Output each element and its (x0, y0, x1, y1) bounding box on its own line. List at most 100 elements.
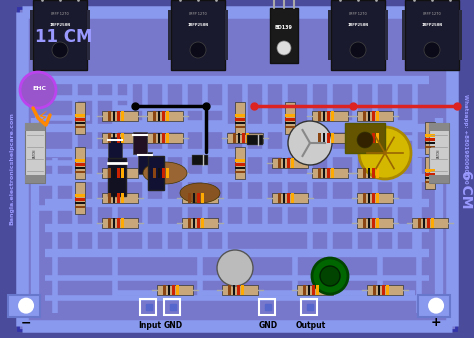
Text: IRFP 1270: IRFP 1270 (423, 12, 441, 16)
Circle shape (20, 72, 56, 108)
Text: IRFP 1270: IRFP 1270 (189, 12, 207, 16)
Bar (331, 111, 334, 121)
Bar (121, 168, 124, 178)
Ellipse shape (143, 162, 187, 184)
Bar (201, 193, 204, 203)
Bar (168, 10, 171, 60)
Bar (109, 193, 111, 203)
Bar (192, 155, 208, 165)
Text: Output: Output (295, 321, 326, 330)
Bar (227, 133, 263, 143)
Circle shape (217, 250, 253, 286)
Bar (113, 168, 115, 178)
Bar (459, 10, 462, 60)
Bar (75, 163, 85, 166)
Bar (233, 285, 235, 295)
Bar (357, 218, 393, 228)
Bar (279, 193, 281, 203)
Bar (364, 193, 366, 203)
Bar (147, 111, 183, 121)
Bar (312, 133, 348, 143)
Bar (75, 147, 85, 179)
Bar (30, 10, 33, 60)
Bar (368, 193, 370, 203)
Bar (382, 285, 384, 295)
Bar (425, 142, 435, 144)
Bar (376, 193, 379, 203)
Text: EATON: EATON (437, 148, 441, 158)
Bar (201, 218, 204, 228)
Bar (109, 218, 111, 228)
Circle shape (190, 42, 206, 58)
Bar (345, 123, 385, 153)
Bar (172, 285, 174, 295)
Bar (259, 299, 275, 315)
Bar (113, 193, 115, 203)
Bar (425, 173, 435, 175)
Bar (364, 133, 366, 143)
Bar (272, 158, 308, 168)
Bar (285, 122, 295, 124)
Bar (113, 218, 115, 228)
Text: IRFP 1270: IRFP 1270 (349, 12, 367, 16)
Bar (303, 285, 306, 295)
Bar (197, 193, 200, 203)
Bar (425, 122, 435, 154)
Bar (171, 0, 225, 70)
Bar (75, 160, 85, 162)
Bar (162, 168, 164, 178)
Bar (109, 133, 111, 143)
Text: 6 CM: 6 CM (459, 170, 473, 208)
Bar (235, 167, 245, 169)
Bar (75, 126, 85, 128)
Bar (182, 218, 218, 228)
Bar (162, 133, 164, 143)
Bar (189, 218, 191, 228)
Bar (154, 111, 156, 121)
Bar (425, 146, 435, 148)
Bar (312, 111, 348, 121)
Bar (287, 158, 290, 168)
Bar (372, 193, 374, 203)
Bar (431, 218, 434, 228)
Bar (285, 115, 295, 117)
Bar (412, 218, 448, 228)
Bar (25, 175, 45, 183)
Bar (140, 299, 156, 315)
Bar (108, 158, 126, 196)
Bar (117, 168, 119, 178)
Bar (75, 206, 85, 208)
Bar (154, 133, 156, 143)
Bar (117, 218, 119, 228)
Bar (376, 218, 379, 228)
Bar (182, 193, 218, 203)
Bar (327, 111, 329, 121)
Bar (235, 163, 245, 166)
Bar (418, 295, 450, 317)
Bar (117, 111, 119, 121)
Bar (419, 218, 421, 228)
Bar (225, 10, 228, 60)
Bar (308, 285, 310, 295)
Bar (331, 133, 334, 143)
Text: −: − (21, 316, 31, 330)
Text: IRFP250N: IRFP250N (347, 23, 368, 26)
Bar (164, 299, 180, 315)
Bar (75, 182, 85, 214)
Bar (285, 126, 295, 128)
Bar (147, 168, 183, 178)
Bar (138, 152, 152, 174)
Bar (368, 218, 370, 228)
Bar (113, 133, 115, 143)
Bar (117, 133, 119, 143)
Bar (429, 123, 449, 131)
Bar (235, 122, 245, 124)
Bar (301, 299, 318, 315)
Bar (75, 167, 85, 169)
Bar (75, 202, 85, 204)
Bar (109, 111, 111, 121)
Bar (166, 133, 169, 143)
Text: IRFP250N: IRFP250N (188, 23, 209, 26)
Bar (197, 218, 200, 228)
Bar (429, 175, 449, 183)
